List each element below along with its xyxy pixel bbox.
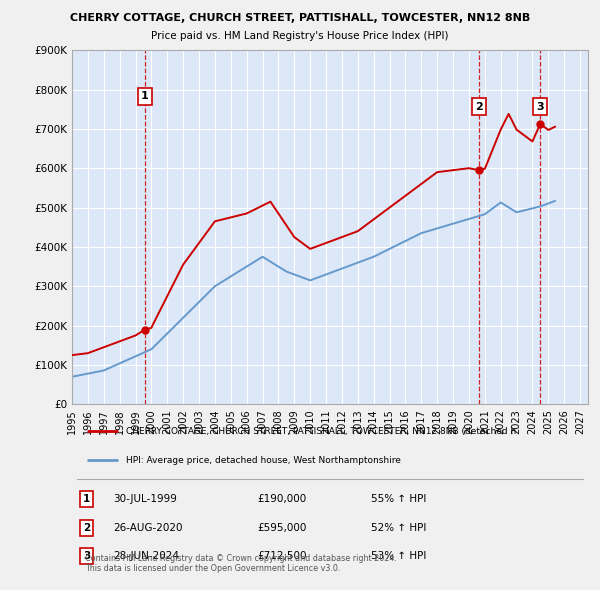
Text: 1: 1 (83, 494, 90, 504)
Text: CHERRY COTTAGE, CHURCH STREET, PATTISHALL, TOWCESTER, NN12 8NB (detached h: CHERRY COTTAGE, CHURCH STREET, PATTISHAL… (126, 427, 517, 436)
Text: 52% ↑ HPI: 52% ↑ HPI (371, 523, 427, 533)
Text: 55% ↑ HPI: 55% ↑ HPI (371, 494, 427, 504)
Text: 2: 2 (475, 102, 483, 112)
Text: 30-JUL-1999: 30-JUL-1999 (113, 494, 177, 504)
Text: 3: 3 (536, 102, 544, 112)
Text: Price paid vs. HM Land Registry's House Price Index (HPI): Price paid vs. HM Land Registry's House … (151, 31, 449, 41)
Text: 2: 2 (83, 523, 90, 533)
Text: 26-AUG-2020: 26-AUG-2020 (113, 523, 183, 533)
Text: £190,000: £190,000 (258, 494, 307, 504)
Text: 3: 3 (83, 551, 90, 561)
Text: HPI: Average price, detached house, West Northamptonshire: HPI: Average price, detached house, West… (126, 455, 401, 465)
Text: 53% ↑ HPI: 53% ↑ HPI (371, 551, 427, 561)
Text: 28-JUN-2024: 28-JUN-2024 (113, 551, 179, 561)
Text: Contains HM Land Registry data © Crown copyright and database right 2024.
This d: Contains HM Land Registry data © Crown c… (85, 554, 397, 573)
Text: £595,000: £595,000 (258, 523, 307, 533)
Text: 1: 1 (141, 91, 149, 101)
Text: £712,500: £712,500 (258, 551, 307, 561)
Text: CHERRY COTTAGE, CHURCH STREET, PATTISHALL, TOWCESTER, NN12 8NB: CHERRY COTTAGE, CHURCH STREET, PATTISHAL… (70, 13, 530, 23)
